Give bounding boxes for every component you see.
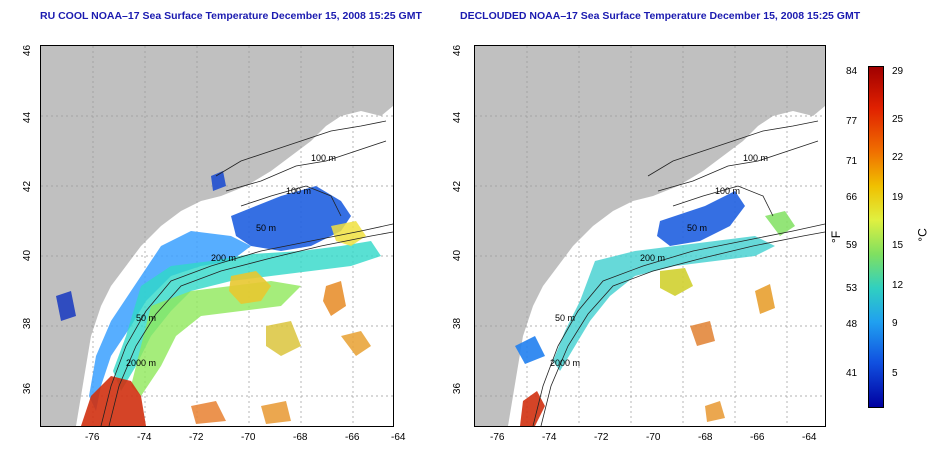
f-label: 84 [846,66,858,77]
sst-orange-3 [341,331,371,356]
sst-cyan-band [113,241,381,391]
y-tick: 46 [22,44,34,57]
contour-label: 50 m [136,313,156,323]
sst-orange-1 [755,284,775,314]
x-tick: -76 [85,432,100,443]
left-map-canvas: 100 m 100 m 50 m 200 m 50 m 2000 m [41,46,393,426]
x-tick: -70 [646,432,661,443]
y-tick: 40 [22,249,34,262]
c-label: 19 [892,192,904,203]
sst-blue-cape [211,171,226,191]
f-label: 71 [846,156,858,167]
right-sst-map: 100 m 100 m 50 m 200 m 50 m 2000 m [474,45,826,427]
f-label: 77 [846,116,858,127]
celsius-unit-label: °C [915,228,930,242]
c-label: 25 [892,114,904,125]
land-mass [475,46,825,426]
f-label: 48 [846,319,858,330]
sst-red-south [520,391,545,426]
sst-blue-coast [515,336,545,364]
y-tick: 44 [452,111,464,124]
x-tick: -64 [802,432,817,443]
c-label: 22 [892,152,904,163]
fahrenheit-unit-label: °F [829,230,844,244]
sst-yellow-patch [229,271,271,304]
sst-green-right [765,211,795,236]
x-tick: -74 [137,432,152,443]
sst-red-south [81,376,146,426]
contour-label: 200 m [211,253,236,263]
sst-orange-1 [323,281,346,316]
x-tick: -68 [293,432,308,443]
sst-orange-south2 [261,401,291,424]
f-label: 41 [846,368,858,379]
f-label: 53 [846,283,858,294]
contour-label: 100 m [311,153,336,163]
contour-label: 100 m [715,186,740,196]
contour-label: 50 m [256,223,276,233]
right-map-canvas: 100 m 100 m 50 m 200 m 50 m 2000 m [475,46,825,426]
sst-orange-south [705,401,725,422]
contour-label: 200 m [640,253,665,263]
x-tick: -70 [241,432,256,443]
sst-yellow-patch [660,268,693,296]
sst-blue-gulf [231,186,351,251]
x-tick: -72 [594,432,609,443]
y-tick: 42 [452,180,464,193]
c-label: 12 [892,280,904,291]
sst-green-band [131,281,301,396]
y-tick: 36 [452,382,464,395]
y-tick: 44 [22,111,34,124]
sst-blue-coast [56,291,76,321]
c-label: 15 [892,240,904,251]
f-label: 66 [846,192,858,203]
x-tick: -72 [189,432,204,443]
land-nova-scotia [221,46,393,126]
contour-label: 50 m [555,313,575,323]
c-label: 5 [892,368,898,379]
sst-orange-2 [690,321,715,346]
c-label: 29 [892,66,904,77]
contour-label: 100 m [743,153,768,163]
temperature-colorbar [868,66,884,408]
c-label: 9 [892,318,898,329]
y-tick: 46 [452,44,464,57]
sst-blue-gulf [657,191,745,246]
sst-orange-south [191,401,226,424]
sst-cyan-band [553,236,775,371]
x-tick: -68 [698,432,713,443]
contour-label: 100 m [286,186,311,196]
y-tick: 38 [452,317,464,330]
y-tick: 42 [22,180,34,193]
f-label: 59 [846,240,858,251]
x-tick: -76 [490,432,505,443]
y-tick: 36 [22,382,34,395]
x-tick: -64 [391,432,406,443]
x-tick: -66 [345,432,360,443]
x-tick: -74 [542,432,557,443]
contour-label: 50 m [687,223,707,233]
contour-label: 2000 m [126,358,156,368]
land-nova-scotia [655,46,825,126]
y-tick: 38 [22,317,34,330]
contour-label: 2000 m [550,358,580,368]
left-map-title: RU COOL NOAA–17 Sea Surface Temperature … [40,10,422,22]
right-map-title: DECLOUDED NOAA–17 Sea Surface Temperatur… [460,10,861,22]
left-sst-map: 100 m 100 m 50 m 200 m 50 m 2000 m [40,45,394,427]
sst-orange-2 [266,321,301,356]
x-tick: -66 [750,432,765,443]
land-mass [41,46,393,426]
y-tick: 40 [452,249,464,262]
